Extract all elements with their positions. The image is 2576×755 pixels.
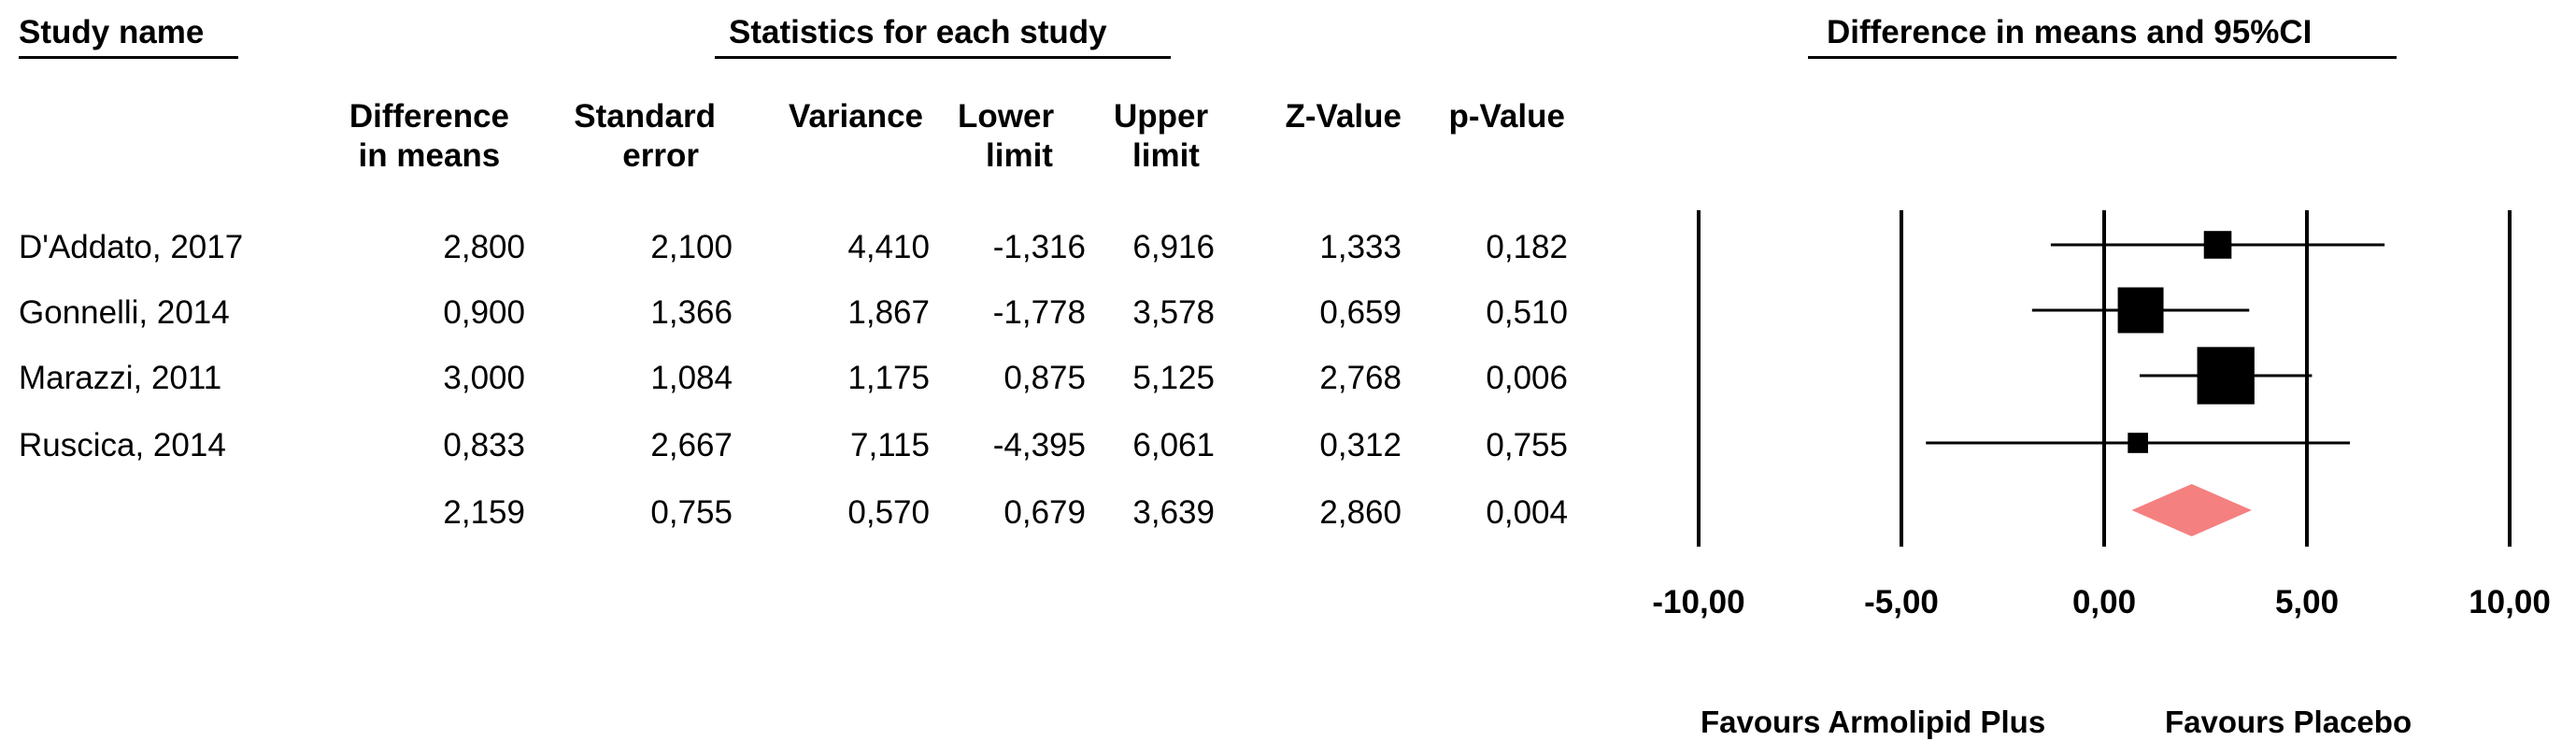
p-value-cell: 0,182 <box>1486 229 1568 265</box>
z-value-cell: 2,860 <box>1319 494 1402 531</box>
study-marker <box>2128 433 2148 453</box>
plot-title-underline <box>1808 56 2397 59</box>
col-header-line2: error <box>622 137 700 174</box>
upper-limit-cell: 3,578 <box>1132 294 1215 331</box>
col-header-z-value: Z-Value <box>1286 97 1402 136</box>
col-header-lower-limit: Lower limit <box>958 97 1054 176</box>
difference-cell: 0,900 <box>443 294 525 331</box>
study-marker <box>2197 347 2255 405</box>
standard-error-cell: 0,755 <box>650 494 733 531</box>
lower-limit-cell: -1,778 <box>992 294 1086 331</box>
variance-cell: 4,410 <box>847 229 930 265</box>
col-header-upper-limit: Upper limit <box>1114 97 1208 176</box>
standard-error-cell: 1,366 <box>650 294 733 331</box>
statistics-underline <box>715 56 1171 59</box>
study-name-cell: Ruscica, 2014 <box>19 427 226 463</box>
col-header-variance: Variance <box>789 97 923 136</box>
study-name-cell: Marazzi, 2011 <box>19 360 222 396</box>
col-header-line1: Upper <box>1114 98 1209 135</box>
summary-diamond <box>2131 484 2252 536</box>
x-tick-label: -5,00 <box>1864 584 1939 620</box>
favours-right-label: Favours Placebo <box>2165 705 2412 739</box>
col-header-line2: in means <box>358 137 501 174</box>
standard-error-cell: 2,100 <box>650 229 733 265</box>
upper-limit-cell: 6,061 <box>1132 427 1215 463</box>
x-tick-label: 5,00 <box>2274 584 2340 620</box>
col-header-standard-error: Standard error <box>574 97 716 176</box>
z-value-cell: 0,312 <box>1319 427 1402 463</box>
study-marker <box>2203 231 2232 259</box>
variance-cell: 7,115 <box>850 427 930 463</box>
upper-limit-cell: 3,639 <box>1132 494 1215 531</box>
study-name-cell: Gonnelli, 2014 <box>19 294 230 331</box>
p-value-cell: 0,006 <box>1486 360 1568 396</box>
col-header-line2: limit <box>1132 137 1200 174</box>
z-value-cell: 2,768 <box>1319 360 1402 396</box>
x-tick-label: 0,00 <box>2071 584 2137 620</box>
variance-cell: 0,570 <box>847 494 930 531</box>
lower-limit-cell: 0,679 <box>1003 494 1086 531</box>
lower-limit-cell: -1,316 <box>992 229 1086 265</box>
study-name-header: Study name <box>19 14 205 50</box>
variance-cell: 1,175 <box>847 360 930 396</box>
col-header-difference: Difference in means <box>349 97 509 176</box>
study-marker <box>2117 287 2164 334</box>
lower-limit-cell: 0,875 <box>1003 360 1086 396</box>
p-value-cell: 0,755 <box>1486 427 1568 463</box>
p-value-cell: 0,510 <box>1486 294 1568 331</box>
col-header-line1: Standard <box>574 98 716 135</box>
col-header-line2: limit <box>986 137 1053 174</box>
difference-cell: 0,833 <box>443 427 525 463</box>
x-tick-label: -10,00 <box>1652 584 1745 620</box>
standard-error-cell: 1,084 <box>650 360 733 396</box>
col-header-line1: Lower <box>958 98 1055 135</box>
col-header-line2: p-Value <box>1448 98 1565 135</box>
p-value-cell: 0,004 <box>1486 494 1568 531</box>
statistics-header: Statistics for each study <box>729 14 1107 50</box>
difference-cell: 3,000 <box>443 360 525 396</box>
standard-error-cell: 2,667 <box>650 427 733 463</box>
z-value-cell: 0,659 <box>1319 294 1402 331</box>
variance-cell: 1,867 <box>847 294 930 331</box>
difference-cell: 2,800 <box>443 229 525 265</box>
study-name-underline <box>19 56 238 59</box>
upper-limit-cell: 5,125 <box>1132 360 1215 396</box>
col-header-p-value: p-Value <box>1449 97 1565 136</box>
difference-cell: 2,159 <box>443 494 525 531</box>
col-header-line1: Difference <box>349 98 509 135</box>
favours-left-label: Favours Armolipid Plus <box>1701 705 2046 739</box>
col-header-line2: Variance <box>789 98 923 135</box>
col-header-line2: Z-Value <box>1285 98 1402 135</box>
plot-title: Difference in means and 95%CI <box>1827 14 2313 50</box>
lower-limit-cell: -4,395 <box>992 427 1086 463</box>
x-tick-label: 10,00 <box>2469 584 2551 620</box>
z-value-cell: 1,333 <box>1319 229 1402 265</box>
study-name-cell: D'Addato, 2017 <box>19 229 244 265</box>
upper-limit-cell: 6,916 <box>1132 229 1215 265</box>
